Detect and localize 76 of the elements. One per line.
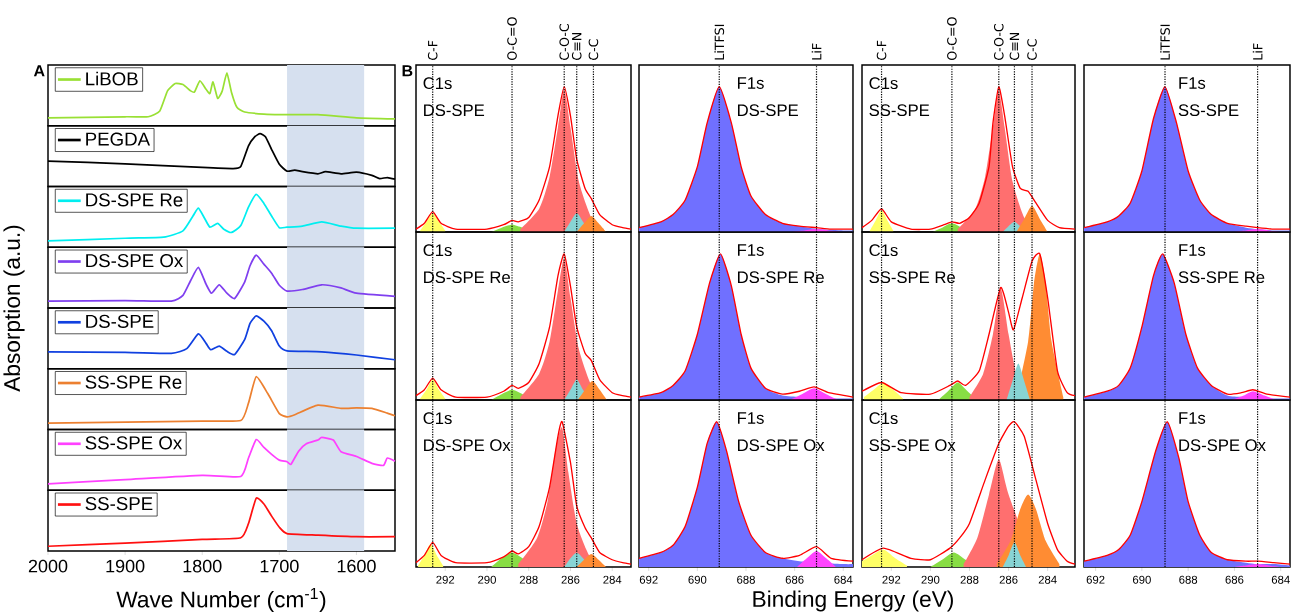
legend-label: DS-SPE Ox xyxy=(86,254,184,268)
x-tick-label: 292 xyxy=(882,575,901,584)
x-tick-label: 690 xyxy=(688,575,707,584)
ref-line-label: C-C xyxy=(588,39,599,61)
legend-label: DS-SPE xyxy=(86,314,154,328)
annotation: DS-SPE Re xyxy=(424,271,510,284)
ref-line-label: C-O-C xyxy=(559,23,570,61)
legend-label: LiBOB xyxy=(86,71,138,86)
annotation: F1s xyxy=(1179,77,1206,89)
x-tick-label: 1800 xyxy=(183,559,222,573)
ref-line-label: C≡N xyxy=(571,33,582,61)
annotation: F1s xyxy=(737,244,764,256)
x-tick-label: 692 xyxy=(639,575,658,584)
annotation: SS-SPE xyxy=(869,104,930,117)
annotation: DS-SPE Ox xyxy=(1179,439,1266,452)
ref-line-label: C-F xyxy=(427,40,438,61)
x-tick-label: 1900 xyxy=(106,559,145,573)
x-tick-label: 284 xyxy=(603,575,622,584)
x-tick-label: 290 xyxy=(478,575,496,584)
x-axis-title: Wave Number (cm$^{-1}$) xyxy=(116,588,326,612)
annotation: DS-SPE Ox xyxy=(737,439,825,452)
ref-line-label: LiTFSI xyxy=(1160,24,1170,60)
x-tick-label: 288 xyxy=(960,575,979,584)
legend-label: PEGDA xyxy=(86,132,151,146)
annotation: C1s xyxy=(869,412,898,425)
ref-line-label: C≡N xyxy=(1009,33,1020,61)
x-tick-label: 284 xyxy=(1038,575,1057,584)
legend-label: DS-SPE Re xyxy=(86,193,183,207)
x-tick-label: 688 xyxy=(1179,575,1198,584)
x-tick-label: 286 xyxy=(999,575,1018,584)
annotation: C1s xyxy=(423,244,452,257)
annotation: DS-SPE Re xyxy=(737,271,824,284)
text: B xyxy=(402,65,413,77)
ref-line-label: C-F xyxy=(876,40,887,61)
x-tick-label: 684 xyxy=(1271,575,1290,584)
x-tick-label: 692 xyxy=(1086,575,1105,584)
annotation: C1s xyxy=(423,412,452,425)
ref-line-label: O-C=O xyxy=(947,17,957,61)
legend-label: SS-SPE Ox xyxy=(85,436,182,450)
x-tick-label: 1700 xyxy=(260,559,299,573)
text: A xyxy=(33,65,45,77)
x-tick-label: 286 xyxy=(561,575,580,584)
ref-line-label: LiTFSI xyxy=(714,24,725,60)
annotation: F1s xyxy=(737,412,764,424)
annotation: DS-SPE xyxy=(424,104,485,117)
annotation: SS-SPE xyxy=(1178,104,1239,117)
annotation: SS-SPE Re xyxy=(1178,271,1265,284)
ref-line-label: LiF xyxy=(811,43,822,60)
ref-line-label: O-C=O xyxy=(507,17,517,61)
x-tick-label: 2000 xyxy=(28,559,68,573)
x-tick-label: 690 xyxy=(1133,575,1151,584)
annotation: F1s xyxy=(737,77,764,89)
annotation: SS-SPE Ox xyxy=(869,439,956,452)
annotation: C1s xyxy=(869,77,898,90)
x-tick-label: 686 xyxy=(785,575,804,584)
x-tick-label: 688 xyxy=(737,575,755,584)
x-tick-label: 686 xyxy=(1225,575,1244,584)
legend-label: SS-SPE xyxy=(85,497,153,511)
y-axis-title: Absorption (a.u.) xyxy=(3,225,25,392)
ref-line-label: C-C xyxy=(1027,39,1037,61)
ref-line-label: LiF xyxy=(1252,43,1263,60)
annotation: DS-SPE Ox xyxy=(424,439,511,452)
x-tick-label: 292 xyxy=(436,575,455,584)
annotation: SS-SPE Re xyxy=(869,271,955,284)
annotation: F1s xyxy=(1179,412,1206,424)
x-tick-label: 684 xyxy=(834,575,853,584)
x-tick-label: 1600 xyxy=(337,559,376,573)
annotation: C1s xyxy=(423,77,452,90)
legend-label: SS-SPE Re xyxy=(85,375,182,389)
annotation: DS-SPE xyxy=(737,104,798,117)
annotation: F1s xyxy=(1179,244,1206,256)
ref-line-label: C-O-C xyxy=(994,23,1004,61)
annotation: C1s xyxy=(869,244,898,257)
x-tick-label: 288 xyxy=(519,575,538,584)
x-tick-label: 290 xyxy=(921,575,940,584)
x-axis-title: Binding Energy (eV) xyxy=(753,590,953,612)
